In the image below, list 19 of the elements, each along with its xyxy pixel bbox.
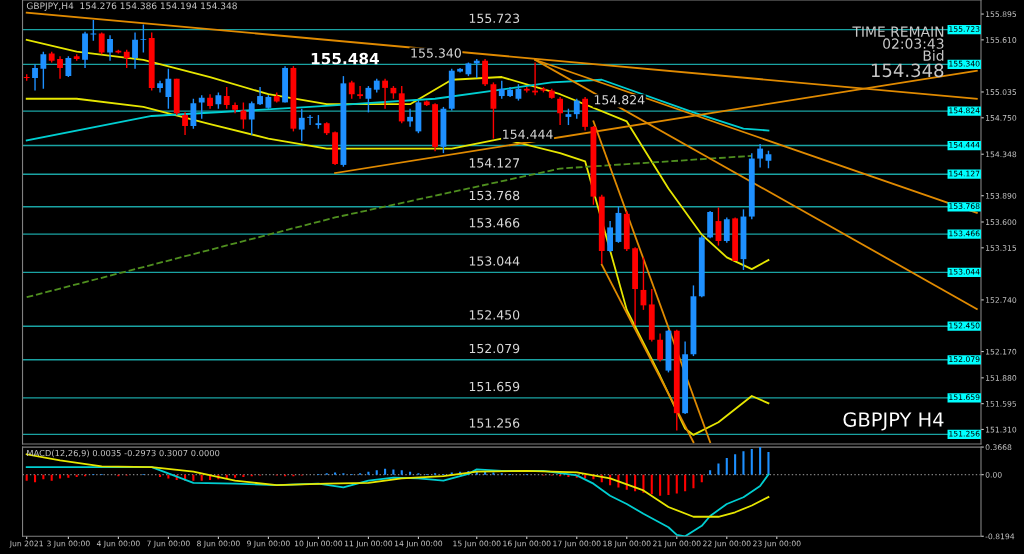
annotation: GBPJPY,H4 154.276 154.386 154.194 154.348 xyxy=(26,2,237,11)
text: 155.723 xyxy=(469,13,520,24)
annotation: GBPJPY H4 xyxy=(843,412,944,431)
text: 152.450 xyxy=(469,310,520,320)
text: 153.768 xyxy=(469,190,520,201)
annotation: Bid xyxy=(923,50,944,61)
text: 153.466 xyxy=(469,218,520,228)
text: 152.079 xyxy=(469,343,520,354)
text: 153.044 xyxy=(469,256,520,266)
text: 155.340 xyxy=(411,48,461,58)
annotation: 02:03:43 xyxy=(883,38,944,49)
annotation: 154.348 xyxy=(871,63,944,78)
text: 151.659 xyxy=(469,381,520,392)
text: 154.824 xyxy=(594,95,645,105)
annotation: 155.484 xyxy=(311,52,379,65)
text: 154.444 xyxy=(503,129,553,139)
annotation: MACD(12,26,9) 0.0035 -0.2973 0.3007 0.0000 xyxy=(27,449,220,458)
text: 151.256 xyxy=(469,418,520,428)
text: 154.127 xyxy=(469,158,520,168)
